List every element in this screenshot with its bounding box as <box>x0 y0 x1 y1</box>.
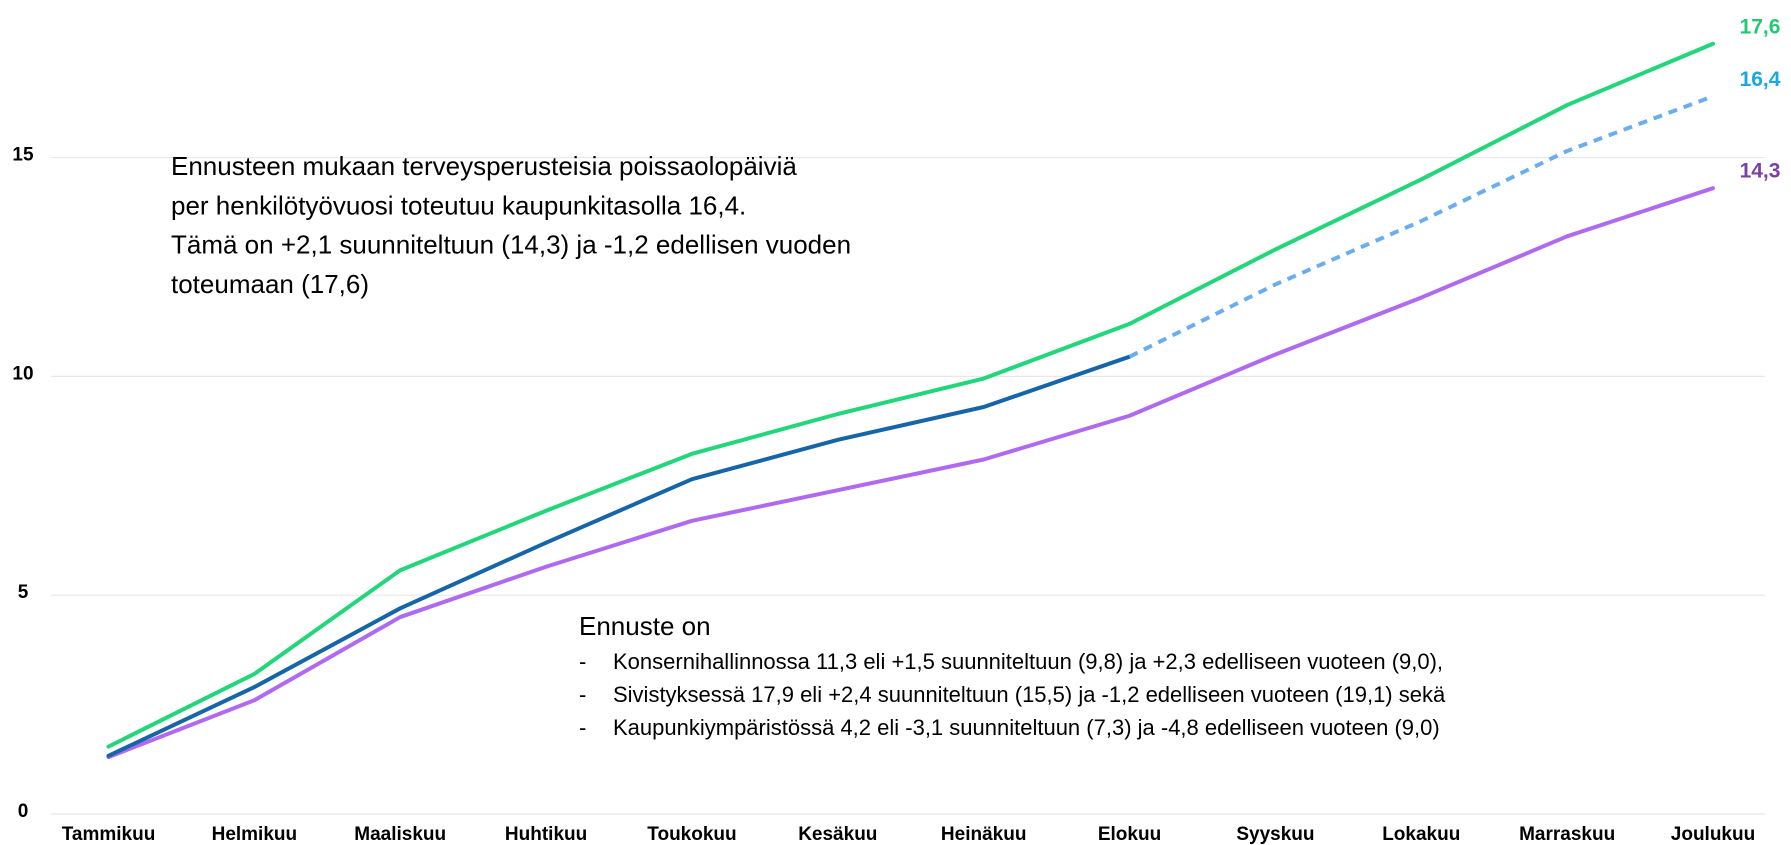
x-tick-label: Helmikuu <box>212 824 298 845</box>
annotation-item: Sivistyksessä 17,9 eli +2,4 suunniteltuu… <box>613 682 1446 707</box>
y-tick-label: 15 <box>12 145 34 166</box>
end-label: 16,4 <box>1740 68 1781 91</box>
line-series <box>1128 94 1714 359</box>
x-tick-label: Kesäkuu <box>798 824 877 845</box>
x-tick-label: Toukokuu <box>647 824 736 845</box>
annotation-line: Tämä on +2,1 suunniteltuun (14,3) ja -1,… <box>171 230 851 260</box>
line-series <box>106 41 1715 749</box>
bullet: - <box>579 649 586 674</box>
x-tick-label: Tammikuu <box>62 824 156 845</box>
y-tick-label: 10 <box>12 363 33 384</box>
annotation-item: Kaupunkiympäristössä 4,2 eli -3,1 suunni… <box>613 715 1440 740</box>
bullet: - <box>579 682 586 707</box>
annotation-item: Konsernihallinnossa 11,3 eli +1,5 suunni… <box>613 649 1443 674</box>
end-label: 17,6 <box>1740 15 1781 38</box>
annotation-line: per henkilötyövuosi toteutuu kaupunkitas… <box>171 190 746 220</box>
line-series <box>106 354 1132 758</box>
end-label: 14,3 <box>1740 160 1781 183</box>
line-series <box>106 186 1715 760</box>
x-tick-label: Elokuu <box>1098 824 1161 845</box>
x-tick-label: Joulukuu <box>1671 824 1755 845</box>
bullet: - <box>579 715 586 740</box>
annotation-line: toteumaan (17,6) <box>171 269 369 299</box>
x-tick-label: Huhtikuu <box>505 824 587 845</box>
y-tick-label: 0 <box>18 801 29 822</box>
x-tick-label: Lokakuu <box>1382 824 1460 845</box>
y-tick-label: 5 <box>18 582 29 603</box>
annotation-heading: Ennuste on <box>579 611 711 641</box>
x-tick-label: Heinäkuu <box>941 824 1027 845</box>
x-tick-label: Maaliskuu <box>354 824 446 845</box>
x-tick-label: Marraskuu <box>1519 824 1615 845</box>
x-tick-label: Syyskuu <box>1236 824 1314 845</box>
annotation-line: Ennusteen mukaan terveysperusteisia pois… <box>171 151 797 181</box>
